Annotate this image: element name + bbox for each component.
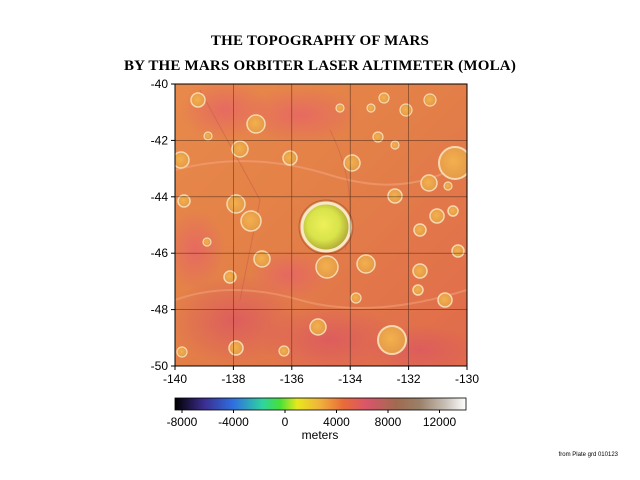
tick-marks <box>171 83 468 370</box>
colorbar-tick-label: 0 <box>282 415 289 429</box>
colorbar-tick-label: 12000 <box>423 415 457 429</box>
craters <box>175 92 467 358</box>
x-tick-label: -140 <box>163 372 187 386</box>
terrain-image <box>175 84 467 366</box>
graticule <box>175 84 467 366</box>
colorbar-tick-label: -4000 <box>218 415 249 429</box>
x-tick-label: -136 <box>280 372 304 386</box>
colorbar-tick-label: -8000 <box>167 415 198 429</box>
y-tick-label: -44 <box>151 190 169 204</box>
map-frame <box>174 83 468 367</box>
x-tick-label: -132 <box>397 372 421 386</box>
colorbar-units-label: meters <box>302 428 339 442</box>
x-tick-label: -138 <box>221 372 245 386</box>
map-subtitle: BY THE MARS ORBITER LASER ALTIMETER (MOL… <box>123 58 517 74</box>
y-tick-label: -50 <box>151 359 169 373</box>
source-credit: from Plate grd 010123 <box>558 452 618 458</box>
colorbar-tick-label: 8000 <box>375 415 402 429</box>
x-tick-label: -130 <box>455 372 479 386</box>
y-tick-label: -40 <box>151 77 169 91</box>
elevation-colorbar <box>174 397 467 411</box>
y-tick-label: -46 <box>151 246 169 260</box>
colorbar-tick-label: 4000 <box>323 415 350 429</box>
y-tick-label: -42 <box>151 133 169 147</box>
colorbar-ticks <box>181 410 440 413</box>
y-tick-label: -48 <box>151 303 169 317</box>
map-title: THE TOPOGRAPHY OF MARS <box>210 33 430 49</box>
x-tick-label: -134 <box>338 372 362 386</box>
